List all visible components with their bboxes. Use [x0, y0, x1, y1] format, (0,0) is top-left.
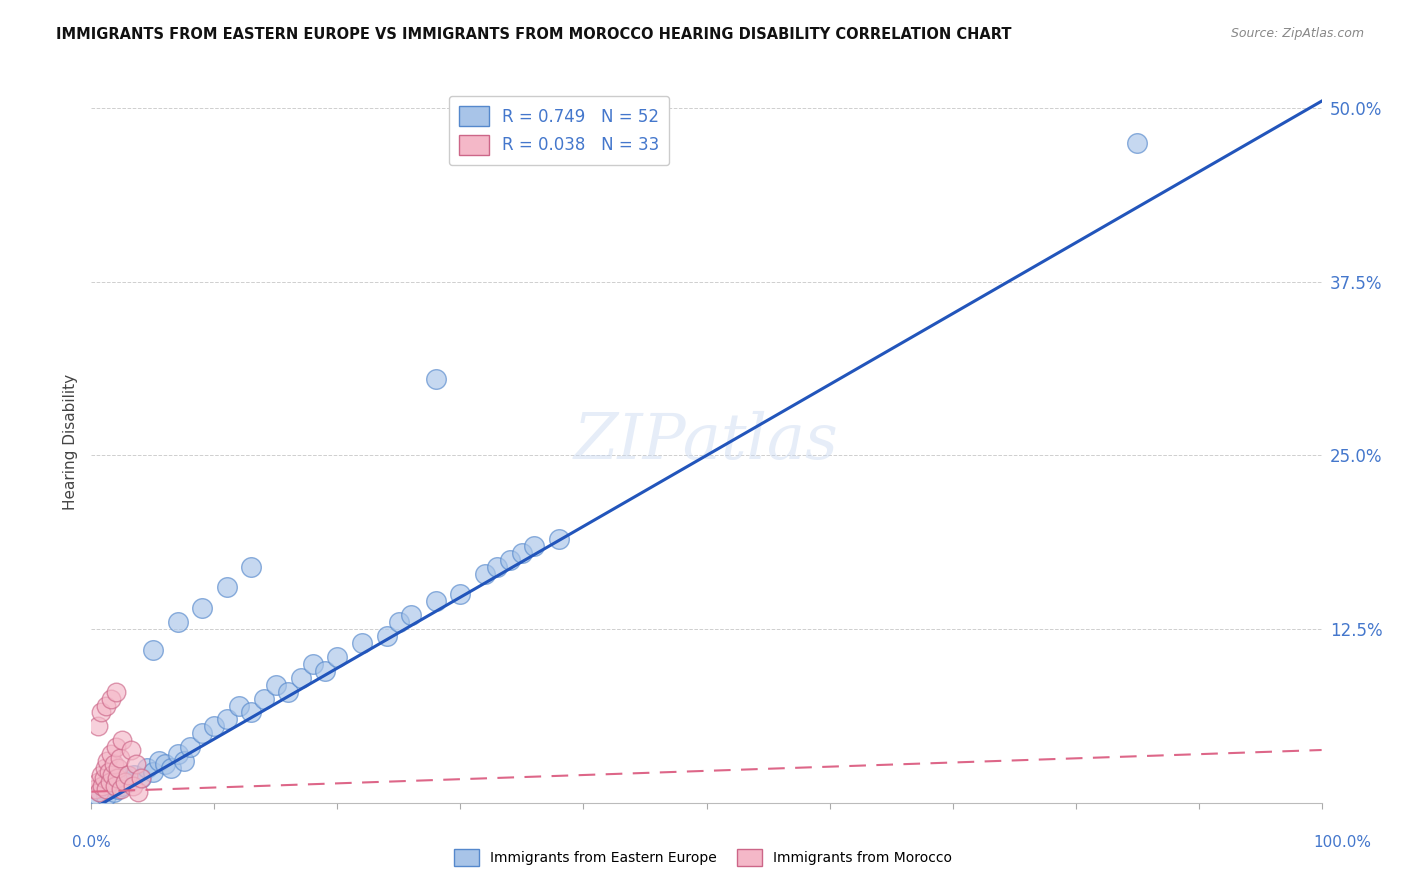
Y-axis label: Hearing Disability: Hearing Disability	[62, 374, 77, 509]
Point	[105, 740, 127, 755]
Point	[86, 719, 108, 733]
Point	[129, 771, 152, 785]
Point	[120, 743, 142, 757]
Text: 0.0%: 0.0%	[72, 836, 111, 850]
Point	[110, 781, 132, 796]
Text: 100.0%: 100.0%	[1313, 836, 1372, 850]
Point	[98, 775, 121, 789]
Point	[107, 761, 129, 775]
Point	[474, 566, 496, 581]
Point	[166, 747, 188, 761]
Point	[100, 747, 122, 761]
Point	[111, 733, 134, 747]
Point	[142, 765, 165, 780]
Point	[399, 608, 422, 623]
Point	[105, 775, 127, 789]
Point	[277, 684, 299, 698]
Point	[90, 768, 112, 782]
Point	[142, 643, 165, 657]
Point	[425, 594, 447, 608]
Point	[1126, 136, 1149, 150]
Point	[486, 559, 509, 574]
Point	[93, 781, 115, 796]
Point	[179, 740, 201, 755]
Point	[122, 779, 145, 793]
Point	[153, 756, 177, 771]
Point	[114, 775, 136, 789]
Point	[290, 671, 312, 685]
Point	[98, 779, 121, 793]
Point	[124, 768, 146, 782]
Point	[129, 771, 152, 785]
Point	[103, 756, 125, 771]
Point	[191, 726, 214, 740]
Point	[326, 649, 349, 664]
Point	[107, 781, 129, 796]
Point	[101, 768, 124, 782]
Point	[86, 775, 108, 789]
Legend: Immigrants from Eastern Europe, Immigrants from Morocco: Immigrants from Eastern Europe, Immigran…	[449, 844, 957, 871]
Text: IMMIGRANTS FROM EASTERN EUROPE VS IMMIGRANTS FROM MOROCCO HEARING DISABILITY COR: IMMIGRANTS FROM EASTERN EUROPE VS IMMIGR…	[56, 27, 1012, 42]
Point	[96, 754, 118, 768]
Point	[100, 691, 122, 706]
Point	[94, 761, 117, 775]
Point	[314, 664, 336, 678]
Point	[160, 761, 183, 775]
Point	[124, 756, 146, 771]
Point	[97, 765, 120, 780]
Point	[104, 779, 127, 793]
Point	[388, 615, 411, 630]
Point	[240, 706, 263, 720]
Point	[253, 691, 276, 706]
Point	[301, 657, 323, 671]
Point	[166, 615, 188, 630]
Point	[228, 698, 250, 713]
Point	[127, 785, 149, 799]
Point	[523, 539, 546, 553]
Point	[90, 706, 112, 720]
Point	[135, 761, 157, 775]
Text: ZIPatlas: ZIPatlas	[574, 410, 839, 473]
Point	[114, 771, 138, 785]
Point	[240, 559, 263, 574]
Point	[375, 629, 398, 643]
Point	[103, 785, 125, 799]
Point	[264, 678, 287, 692]
Point	[215, 581, 238, 595]
Point	[96, 781, 117, 796]
Point	[105, 771, 128, 785]
Point	[510, 546, 533, 560]
Point	[352, 636, 374, 650]
Point	[96, 789, 117, 803]
Point	[117, 775, 139, 789]
Point	[449, 587, 471, 601]
Point	[111, 779, 134, 793]
Point	[425, 372, 447, 386]
Point	[96, 698, 117, 713]
Point	[108, 751, 131, 765]
Text: Source: ZipAtlas.com: Source: ZipAtlas.com	[1230, 27, 1364, 40]
Point	[105, 684, 127, 698]
Point	[91, 779, 114, 793]
Point	[84, 781, 107, 796]
Point	[498, 552, 520, 566]
Point	[547, 532, 569, 546]
Point	[117, 768, 139, 782]
Legend: R = 0.749   N = 52, R = 0.038   N = 33: R = 0.749 N = 52, R = 0.038 N = 33	[449, 95, 669, 165]
Point	[90, 785, 112, 799]
Point	[86, 789, 108, 803]
Point	[191, 601, 214, 615]
Point	[215, 713, 238, 727]
Point	[202, 719, 225, 733]
Point	[148, 754, 170, 768]
Point	[173, 754, 195, 768]
Point	[87, 785, 110, 799]
Point	[93, 771, 115, 785]
